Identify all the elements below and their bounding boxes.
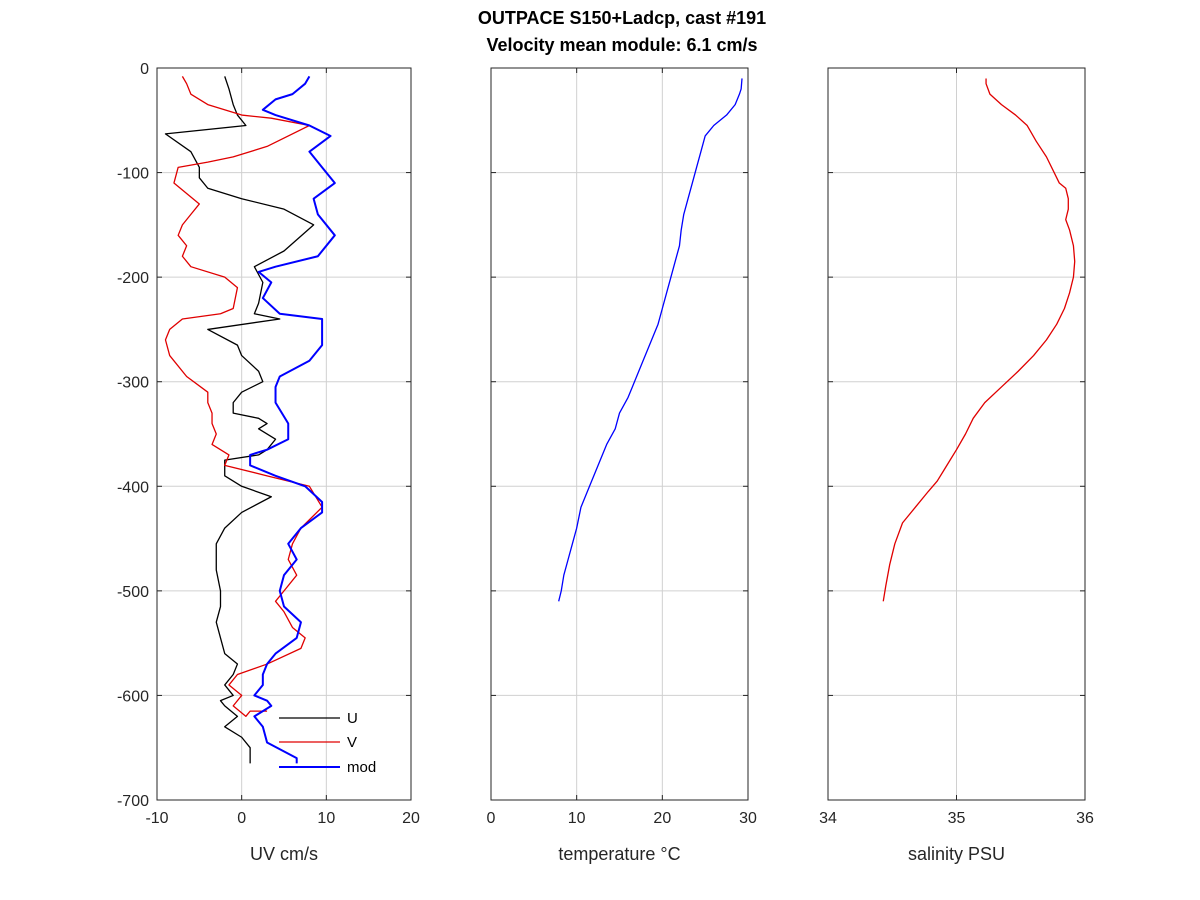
salinity-xtick-label: 36 xyxy=(1076,810,1094,827)
uv-velocity-panel: -10 0 10 200-100-200-300-400-500-600-700UV … xyxy=(117,61,420,864)
salinity-xaxis-label: salinity PSU xyxy=(908,844,1005,864)
uv-xtick-label: 0 xyxy=(237,810,246,827)
figure-title-line1: OUTPACE S150+Ladcp, cast #191 xyxy=(478,8,766,28)
temperature-panel: 0 10 20 30 temperature °C xyxy=(487,67,757,864)
uv-ytick-label: -300 xyxy=(117,375,149,392)
legend-label-v: V xyxy=(347,734,357,751)
salinity-xtick-label: 35 xyxy=(948,810,966,827)
uv-ytick-label: -500 xyxy=(117,584,149,601)
temperature-series-profile-line xyxy=(558,78,743,602)
uv-ytick-label: -600 xyxy=(117,688,149,705)
uv-series-u-line xyxy=(164,76,315,764)
uv-series-mod-line xyxy=(249,75,336,764)
uv-xtick-label: 10 xyxy=(317,810,335,827)
uv-ytick-label: -200 xyxy=(117,270,149,287)
uv-ytick-label: -100 xyxy=(117,166,149,183)
uv-xtick-label: 20 xyxy=(402,810,420,827)
temperature-xtick-label: 20 xyxy=(653,810,671,827)
legend-label-u: U xyxy=(347,710,358,727)
salinity-panel: 34 35 36 salinity PSU xyxy=(819,67,1094,864)
temperature-axes-box xyxy=(490,67,749,801)
uv-axes-box xyxy=(156,67,412,801)
temperature-xtick-label: 10 xyxy=(568,810,586,827)
temperature-xtick-label: 30 xyxy=(739,810,757,827)
uv-ytick-label: -700 xyxy=(117,793,149,810)
uv-xtick-label: -10 xyxy=(145,810,168,827)
salinity-xtick-label: 34 xyxy=(819,810,837,827)
salinity-series-profile-line xyxy=(882,78,1076,602)
uv-ytick-label: -400 xyxy=(117,479,149,496)
legend-label-mod: mod xyxy=(347,759,376,776)
temperature-xtick-label: 0 xyxy=(487,810,496,827)
temperature-xaxis-label: temperature °C xyxy=(558,844,680,864)
uv-ytick-label: 0 xyxy=(140,61,149,78)
figure-title-line2: Velocity mean module: 6.1 cm/s xyxy=(486,35,757,55)
uv-xaxis-label: UV cm/s xyxy=(250,844,318,864)
